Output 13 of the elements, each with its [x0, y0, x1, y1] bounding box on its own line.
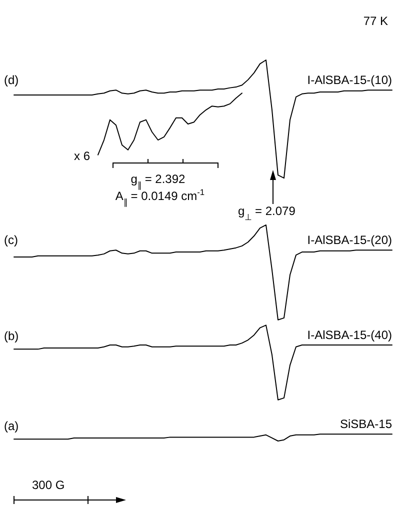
annotation: (a) [4, 419, 19, 433]
series-label: I-AlSBA-15-(40) [307, 328, 392, 342]
series-label: I-AlSBA-15-(20) [307, 233, 392, 248]
annotation: (b) [4, 329, 19, 343]
chart-title: 77 K [363, 14, 388, 28]
series-label: I-AlSBA-15-(10) [307, 73, 392, 88]
annotation: g$_{∥}$ = 2.392 [130, 172, 186, 190]
series-label: SiSBA-15 [340, 417, 392, 432]
annotation: g$_{⊥}$ = 2.079 [238, 204, 296, 222]
text: 300 G [32, 478, 65, 492]
annotation: (c) [4, 233, 18, 247]
annotation: x 6 [74, 149, 90, 163]
annotation: (d) [4, 73, 19, 87]
